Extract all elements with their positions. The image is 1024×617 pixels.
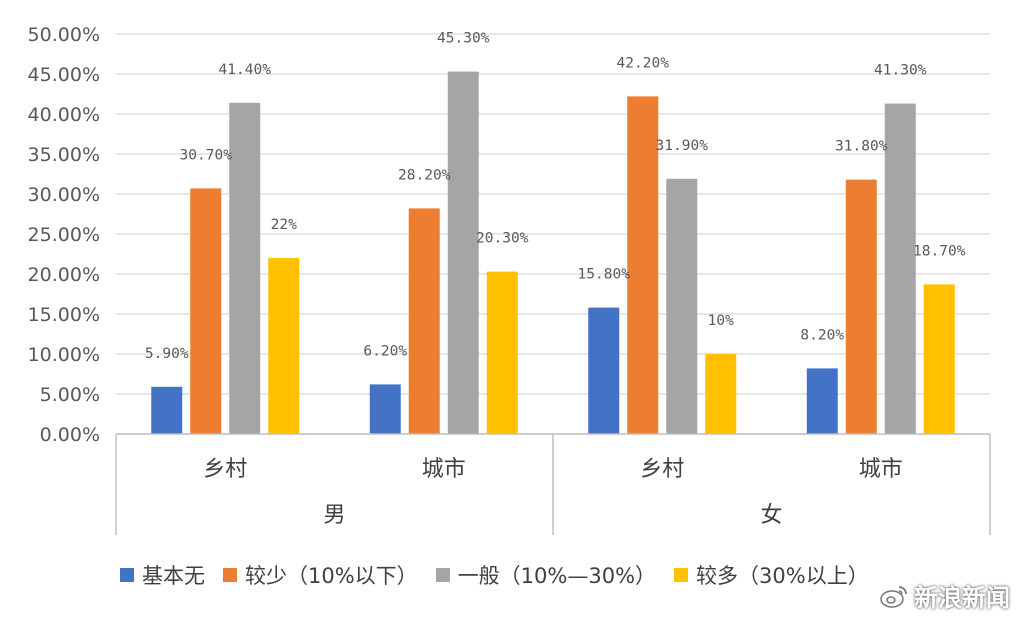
legend-item-less: 较少（10%以下） (223, 560, 418, 590)
legend-label: 较多（30%以上） (696, 564, 869, 588)
bar (705, 354, 737, 434)
data-label: 30.70% (180, 147, 233, 163)
data-label: 31.80% (835, 139, 888, 155)
data-label: 6.20% (363, 343, 407, 359)
bar (486, 271, 518, 434)
legend-item-average: 一般（10%—30%） (435, 560, 657, 590)
data-label: 22% (271, 217, 297, 233)
bar (923, 284, 955, 434)
legend-label: 较少（10%以下） (245, 564, 418, 588)
y-tick-label: 50.00% (28, 24, 100, 46)
bar (447, 71, 479, 434)
data-label: 41.40% (219, 62, 272, 78)
x-category-label: 乡村 (203, 457, 247, 482)
weibo-logo-icon (880, 585, 907, 608)
bar (666, 178, 698, 434)
x-category-label: 城市 (859, 457, 903, 482)
legend-item-none: 基本无 (120, 560, 205, 590)
bars (151, 71, 955, 435)
bar (190, 188, 222, 434)
data-label: 8.20% (800, 327, 844, 343)
y-tick-label: 20.00% (28, 264, 100, 286)
bar (369, 384, 401, 434)
x-group-label: 女 (760, 503, 782, 528)
legend-swatch (223, 568, 237, 582)
y-tick-label: 10.00% (28, 344, 100, 366)
legend-label: 一般（10%—30%） (457, 564, 657, 588)
bar (627, 96, 659, 435)
x-group-label: 男 (323, 503, 345, 528)
data-label: 28.20% (398, 167, 451, 183)
legend: 基本无 较少（10%以下） 一般（10%—30%） 较多（30%以上） (120, 560, 869, 590)
data-label: 5.90% (145, 346, 189, 362)
data-label: 45.30% (437, 31, 490, 47)
data-label: 41.30% (874, 63, 927, 79)
y-tick-label: 35.00% (28, 144, 100, 166)
y-axis-tick-labels: 0.00% 5.00% 10.00% 15.00% 20.00% 25.00% 30.00%… (28, 24, 100, 446)
data-label: 18.70% (913, 243, 966, 259)
y-tick-label: 25.00% (28, 224, 100, 246)
bar (845, 179, 877, 434)
bar (151, 386, 183, 434)
x-axis: 乡村 城市男 乡村 城市女 (115, 433, 991, 535)
legend-swatch (120, 568, 134, 582)
bar (229, 102, 261, 435)
x-category-label: 城市 (422, 457, 466, 482)
watermark: 新浪新闻 (880, 578, 1010, 613)
data-labels: 5.90% 30.70% 41.40% 22% 6.20% 28.20% 45.30% 20.… (145, 31, 966, 362)
data-label: 15.80% (578, 267, 631, 283)
legend-label: 基本无 (142, 564, 205, 588)
data-label: 10% (708, 313, 734, 329)
y-tick-label: 5.00% (40, 384, 100, 406)
watermark-text: 新浪新闻 (914, 584, 1010, 612)
y-tick-label: 15.00% (28, 304, 100, 326)
bar (806, 368, 838, 434)
y-tick-label: 0.00% (40, 424, 100, 446)
x-category-label: 乡村 (640, 457, 684, 482)
data-label: 31.90% (656, 138, 709, 154)
bar (884, 103, 916, 434)
data-label: 42.20% (617, 55, 670, 71)
bar (588, 307, 620, 434)
bar (268, 258, 300, 434)
legend-item-more: 较多（30%以上） (674, 560, 869, 590)
y-tick-label: 40.00% (28, 104, 100, 126)
y-tick-label: 45.00% (28, 64, 100, 86)
data-label: 20.30% (476, 231, 529, 247)
gridlines (116, 33, 990, 435)
y-tick-label: 30.00% (28, 184, 100, 206)
legend-swatch (674, 568, 689, 582)
legend-swatch (435, 568, 450, 582)
bar (408, 208, 440, 434)
